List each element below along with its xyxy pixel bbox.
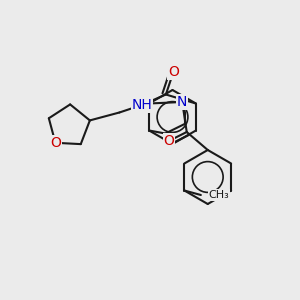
Text: O: O [50,136,61,150]
Text: CH₃: CH₃ [208,190,229,200]
Text: O: O [163,134,174,148]
Text: O: O [168,65,179,79]
Text: NH: NH [131,98,152,112]
Text: N: N [177,95,188,109]
